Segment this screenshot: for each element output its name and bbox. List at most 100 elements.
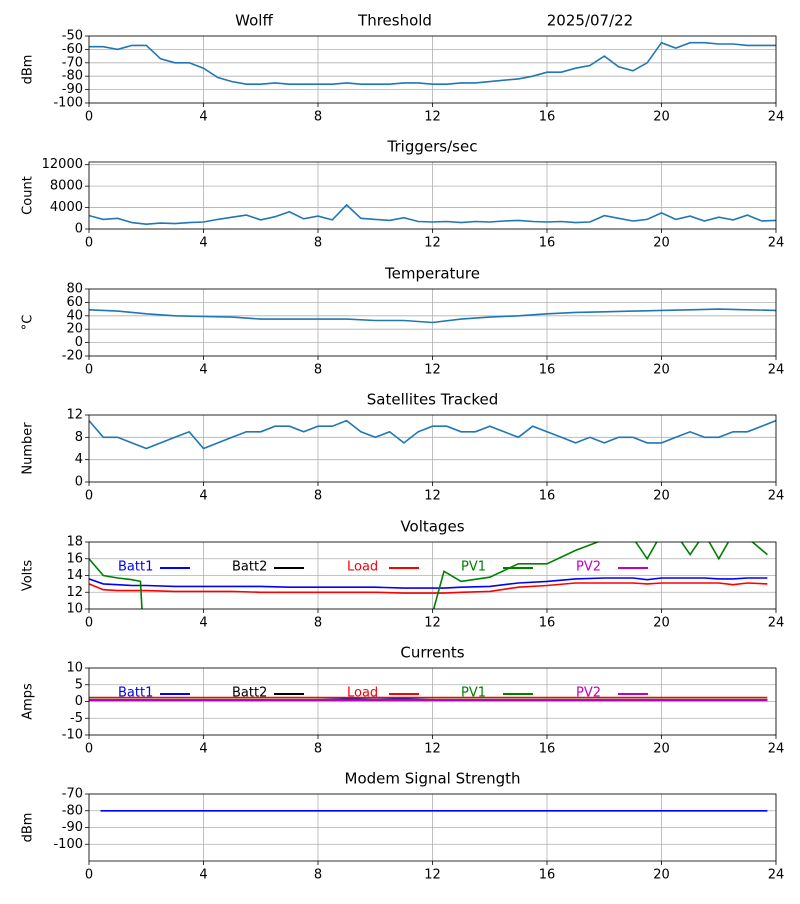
y-tick-label: -100 — [53, 96, 83, 111]
x-tick-label: 24 — [768, 868, 785, 883]
x-tick-label: 20 — [653, 110, 670, 125]
x-tick-label: 16 — [539, 236, 556, 251]
y-tick-label: 0 — [75, 335, 83, 350]
data-line — [89, 308, 776, 324]
legend-label: Batt1 — [118, 560, 153, 575]
chart-title: Wolff — [235, 12, 273, 30]
legend-label: Batt2 — [232, 560, 267, 575]
y-tick-label: 12 — [66, 585, 83, 600]
x-tick-label: 24 — [768, 489, 785, 504]
plot-frame — [88, 35, 777, 104]
x-tick-label: 0 — [85, 616, 93, 631]
y-tick-label: -60 — [62, 42, 83, 57]
x-tick-label: 24 — [768, 616, 785, 631]
x-tick-label: 8 — [314, 489, 322, 504]
x-tick-label: 12 — [424, 363, 441, 378]
chart-title: Temperature — [384, 265, 480, 283]
y-tick-label: 12000 — [42, 157, 83, 172]
legend-label: PV1 — [461, 560, 486, 575]
x-tick-label: 12 — [424, 868, 441, 883]
x-tick-label: 24 — [768, 742, 785, 757]
y-axis-label: Count — [21, 176, 36, 215]
x-tick-label: 0 — [85, 742, 93, 757]
data-line — [89, 542, 768, 609]
chart-title: Satellites Tracked — [367, 391, 498, 409]
x-tick-label: 0 — [85, 110, 93, 125]
data-line — [89, 41, 776, 85]
y-tick-label: 8 — [75, 430, 83, 445]
x-tick-label: 20 — [653, 236, 670, 251]
plot-frame — [88, 414, 777, 483]
x-tick-label: 20 — [653, 868, 670, 883]
y-tick-label: -80 — [62, 69, 83, 84]
y-tick-label: -70 — [62, 787, 83, 802]
y-tick-label: 80 — [66, 282, 83, 297]
y-tick-label: 8000 — [50, 179, 83, 194]
x-tick-label: 4 — [199, 742, 207, 757]
chart-title: 2025/07/22 — [547, 12, 633, 30]
x-tick-label: 24 — [768, 236, 785, 251]
y-tick-label: 40 — [66, 308, 83, 323]
x-tick-label: 16 — [539, 616, 556, 631]
plot-frame — [88, 288, 777, 357]
y-tick-label: -70 — [62, 55, 83, 70]
chart-title: Currents — [400, 644, 464, 662]
legend-label: PV1 — [461, 686, 486, 701]
y-tick-label: -20 — [62, 349, 83, 364]
y-tick-label: 4000 — [50, 200, 83, 215]
x-tick-label: 16 — [539, 110, 556, 125]
y-axis-label: dBm — [21, 55, 36, 85]
x-tick-label: 24 — [768, 110, 785, 125]
y-tick-label: 12 — [66, 408, 83, 423]
x-tick-label: 4 — [199, 110, 207, 125]
x-tick-label: 4 — [199, 616, 207, 631]
y-tick-label: -80 — [62, 803, 83, 818]
legend-label: PV2 — [576, 560, 601, 575]
y-tick-label: -10 — [62, 728, 83, 743]
x-tick-label: 4 — [199, 489, 207, 504]
y-axis-label: Volts — [21, 560, 36, 592]
legend-label: Batt2 — [232, 686, 267, 701]
x-tick-label: 4 — [199, 868, 207, 883]
data-line — [89, 419, 776, 450]
x-tick-label: 4 — [199, 363, 207, 378]
x-tick-label: 24 — [768, 363, 785, 378]
y-tick-label: 5 — [75, 677, 83, 692]
x-tick-label: 12 — [424, 110, 441, 125]
legend-label: PV2 — [576, 686, 601, 701]
plot-frame — [88, 161, 777, 230]
y-tick-label: -100 — [53, 837, 83, 852]
y-axis-label: °C — [21, 315, 36, 331]
y-axis-label: Amps — [21, 683, 36, 720]
x-tick-label: 16 — [539, 742, 556, 757]
y-tick-label: 0 — [75, 222, 83, 237]
x-tick-label: 20 — [653, 616, 670, 631]
y-tick-label: 0 — [75, 694, 83, 709]
y-tick-label: 0 — [75, 475, 83, 490]
x-tick-label: 8 — [314, 236, 322, 251]
x-tick-label: 16 — [539, 868, 556, 883]
x-tick-label: 16 — [539, 489, 556, 504]
y-tick-label: 10 — [66, 661, 83, 676]
x-tick-label: 20 — [653, 742, 670, 757]
x-tick-label: 4 — [199, 236, 207, 251]
y-tick-label: 18 — [66, 535, 83, 550]
x-tick-label: 8 — [314, 868, 322, 883]
y-tick-label: 14 — [66, 568, 83, 583]
plot-frame — [88, 541, 777, 610]
plot-frame — [88, 667, 777, 736]
x-tick-label: 0 — [85, 868, 93, 883]
x-tick-label: 12 — [424, 616, 441, 631]
x-tick-label: 8 — [314, 363, 322, 378]
x-tick-label: 20 — [653, 363, 670, 378]
chart-title: Triggers/sec — [387, 138, 478, 156]
y-axis-label: dBm — [21, 813, 36, 843]
x-tick-label: 8 — [314, 110, 322, 125]
legend-label: Load — [347, 560, 378, 575]
chart-title: Voltages — [400, 518, 464, 536]
y-tick-label: 16 — [66, 551, 83, 566]
x-tick-label: 12 — [424, 742, 441, 757]
data-line — [89, 203, 776, 226]
x-tick-label: 8 — [314, 742, 322, 757]
